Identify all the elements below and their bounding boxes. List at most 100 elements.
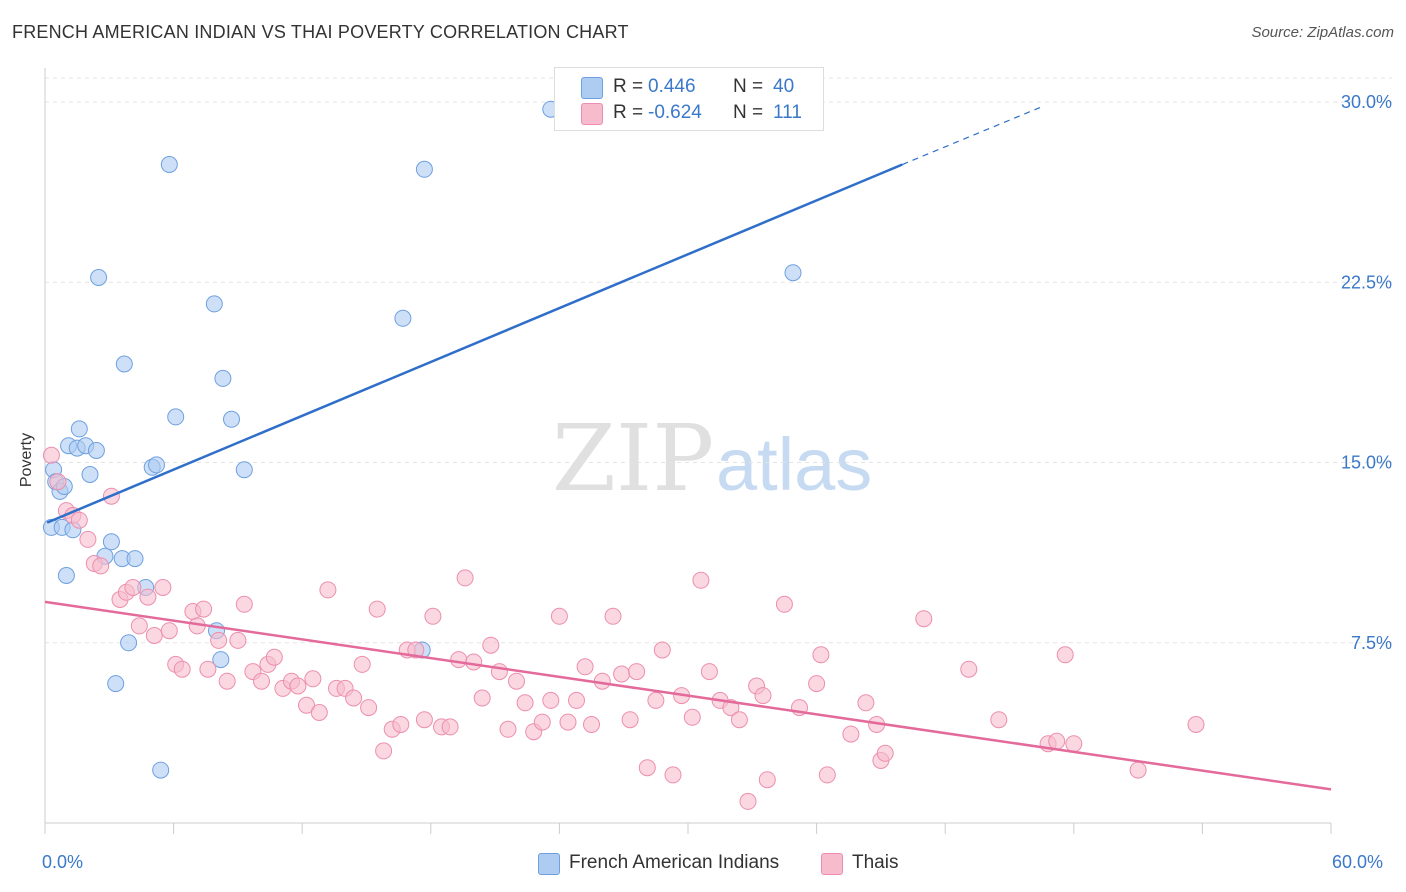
axes	[44, 68, 1332, 834]
data-point	[533, 713, 551, 731]
data-point	[568, 691, 585, 709]
data-point	[49, 473, 67, 491]
data-point	[415, 160, 433, 178]
n-value: 111	[773, 102, 802, 123]
legend-label: Thais	[852, 852, 899, 873]
data-point	[407, 641, 425, 659]
data-point	[42, 446, 60, 464]
data-point	[876, 744, 894, 762]
data-point	[205, 295, 223, 313]
data-point	[739, 792, 757, 810]
r-label: R =	[613, 102, 644, 123]
r-label: R =	[613, 76, 644, 97]
data-point	[960, 660, 978, 678]
data-point	[57, 567, 75, 584]
data-point	[808, 675, 826, 693]
trend-lines	[44, 106, 1332, 791]
data-point	[126, 550, 144, 568]
r-value: -0.624	[648, 102, 702, 123]
stats-row-thais: R = -0.624 N = 111	[555, 102, 823, 126]
data-point	[628, 663, 646, 681]
data-point	[1129, 761, 1147, 779]
data-point	[124, 579, 142, 596]
data-point	[1187, 716, 1205, 733]
x-tick-max: 60.0%	[1332, 852, 1384, 872]
data-point	[508, 672, 525, 690]
n-value: 40	[773, 76, 795, 97]
data-point	[212, 651, 230, 669]
n-label: N =	[733, 76, 764, 97]
data-point	[730, 711, 748, 729]
data-point	[70, 511, 88, 529]
data-point	[490, 663, 508, 681]
data-point	[450, 651, 468, 669]
data-point	[441, 718, 459, 736]
data-point	[160, 156, 178, 173]
watermark-zip: ZIP	[552, 405, 714, 512]
data-point	[195, 600, 213, 618]
data-point	[415, 711, 433, 729]
data-point	[115, 355, 133, 373]
data-point	[550, 607, 568, 625]
trend-line-thais	[44, 600, 1332, 791]
data-point	[392, 716, 410, 733]
trend-line-french-american-indians	[46, 163, 903, 524]
data-point	[167, 408, 185, 426]
data-point	[235, 461, 253, 479]
r-value: 0.446	[648, 76, 696, 97]
data-point	[70, 420, 88, 438]
data-point	[214, 369, 232, 387]
y-tick-label: 7.5%	[1351, 633, 1392, 653]
data-point	[107, 675, 125, 693]
data-point	[775, 595, 793, 613]
data-point	[120, 634, 138, 652]
data-point	[79, 530, 97, 548]
data-point	[692, 571, 710, 589]
legend-swatch-pink	[581, 103, 603, 125]
data-point	[90, 269, 108, 286]
y-tick-label: 30.0%	[1341, 92, 1392, 112]
y-tick-label: 15.0%	[1341, 453, 1392, 473]
data-point	[683, 708, 701, 726]
data-point	[812, 646, 830, 664]
data-point	[310, 704, 328, 721]
data-point	[424, 607, 442, 625]
data-point	[664, 766, 682, 784]
data-point	[394, 309, 412, 327]
data-point	[130, 617, 148, 635]
data-point	[139, 588, 157, 606]
data-point	[1065, 735, 1083, 753]
data-point	[353, 655, 371, 673]
data-point	[559, 713, 577, 731]
data-point	[298, 696, 315, 714]
data-point	[265, 648, 283, 666]
data-point	[253, 672, 270, 690]
data-point	[160, 622, 178, 640]
data-point	[368, 600, 386, 618]
data-point	[754, 687, 772, 705]
data-point	[345, 689, 363, 707]
trend-line-extension	[902, 106, 1042, 166]
y-tick-labels: 7.5% 15.0% 22.5% 30.0%	[1341, 92, 1392, 653]
data-point	[199, 660, 217, 678]
y-tick-label: 22.5%	[1341, 272, 1392, 292]
stats-row-french-american-indians: R = 0.446 N = 40	[555, 76, 823, 100]
data-point	[229, 631, 247, 649]
data-point	[647, 691, 665, 709]
chart-title: FRENCH AMERICAN INDIAN VS THAI POVERTY C…	[12, 22, 629, 42]
data-point	[621, 711, 639, 729]
data-point	[102, 533, 120, 551]
data-point	[499, 720, 517, 738]
data-point	[235, 595, 253, 613]
n-label: N =	[733, 102, 764, 123]
data-point	[638, 759, 656, 777]
data-point	[516, 694, 534, 712]
data-point	[148, 456, 165, 474]
data-point	[613, 665, 631, 683]
legend-swatch-pink	[821, 853, 843, 875]
data-point	[87, 442, 105, 459]
stats-legend: R = 0.446 N = 40 R = -0.624 N = 111	[554, 67, 824, 131]
data-point	[92, 557, 110, 575]
data-point	[152, 761, 170, 779]
